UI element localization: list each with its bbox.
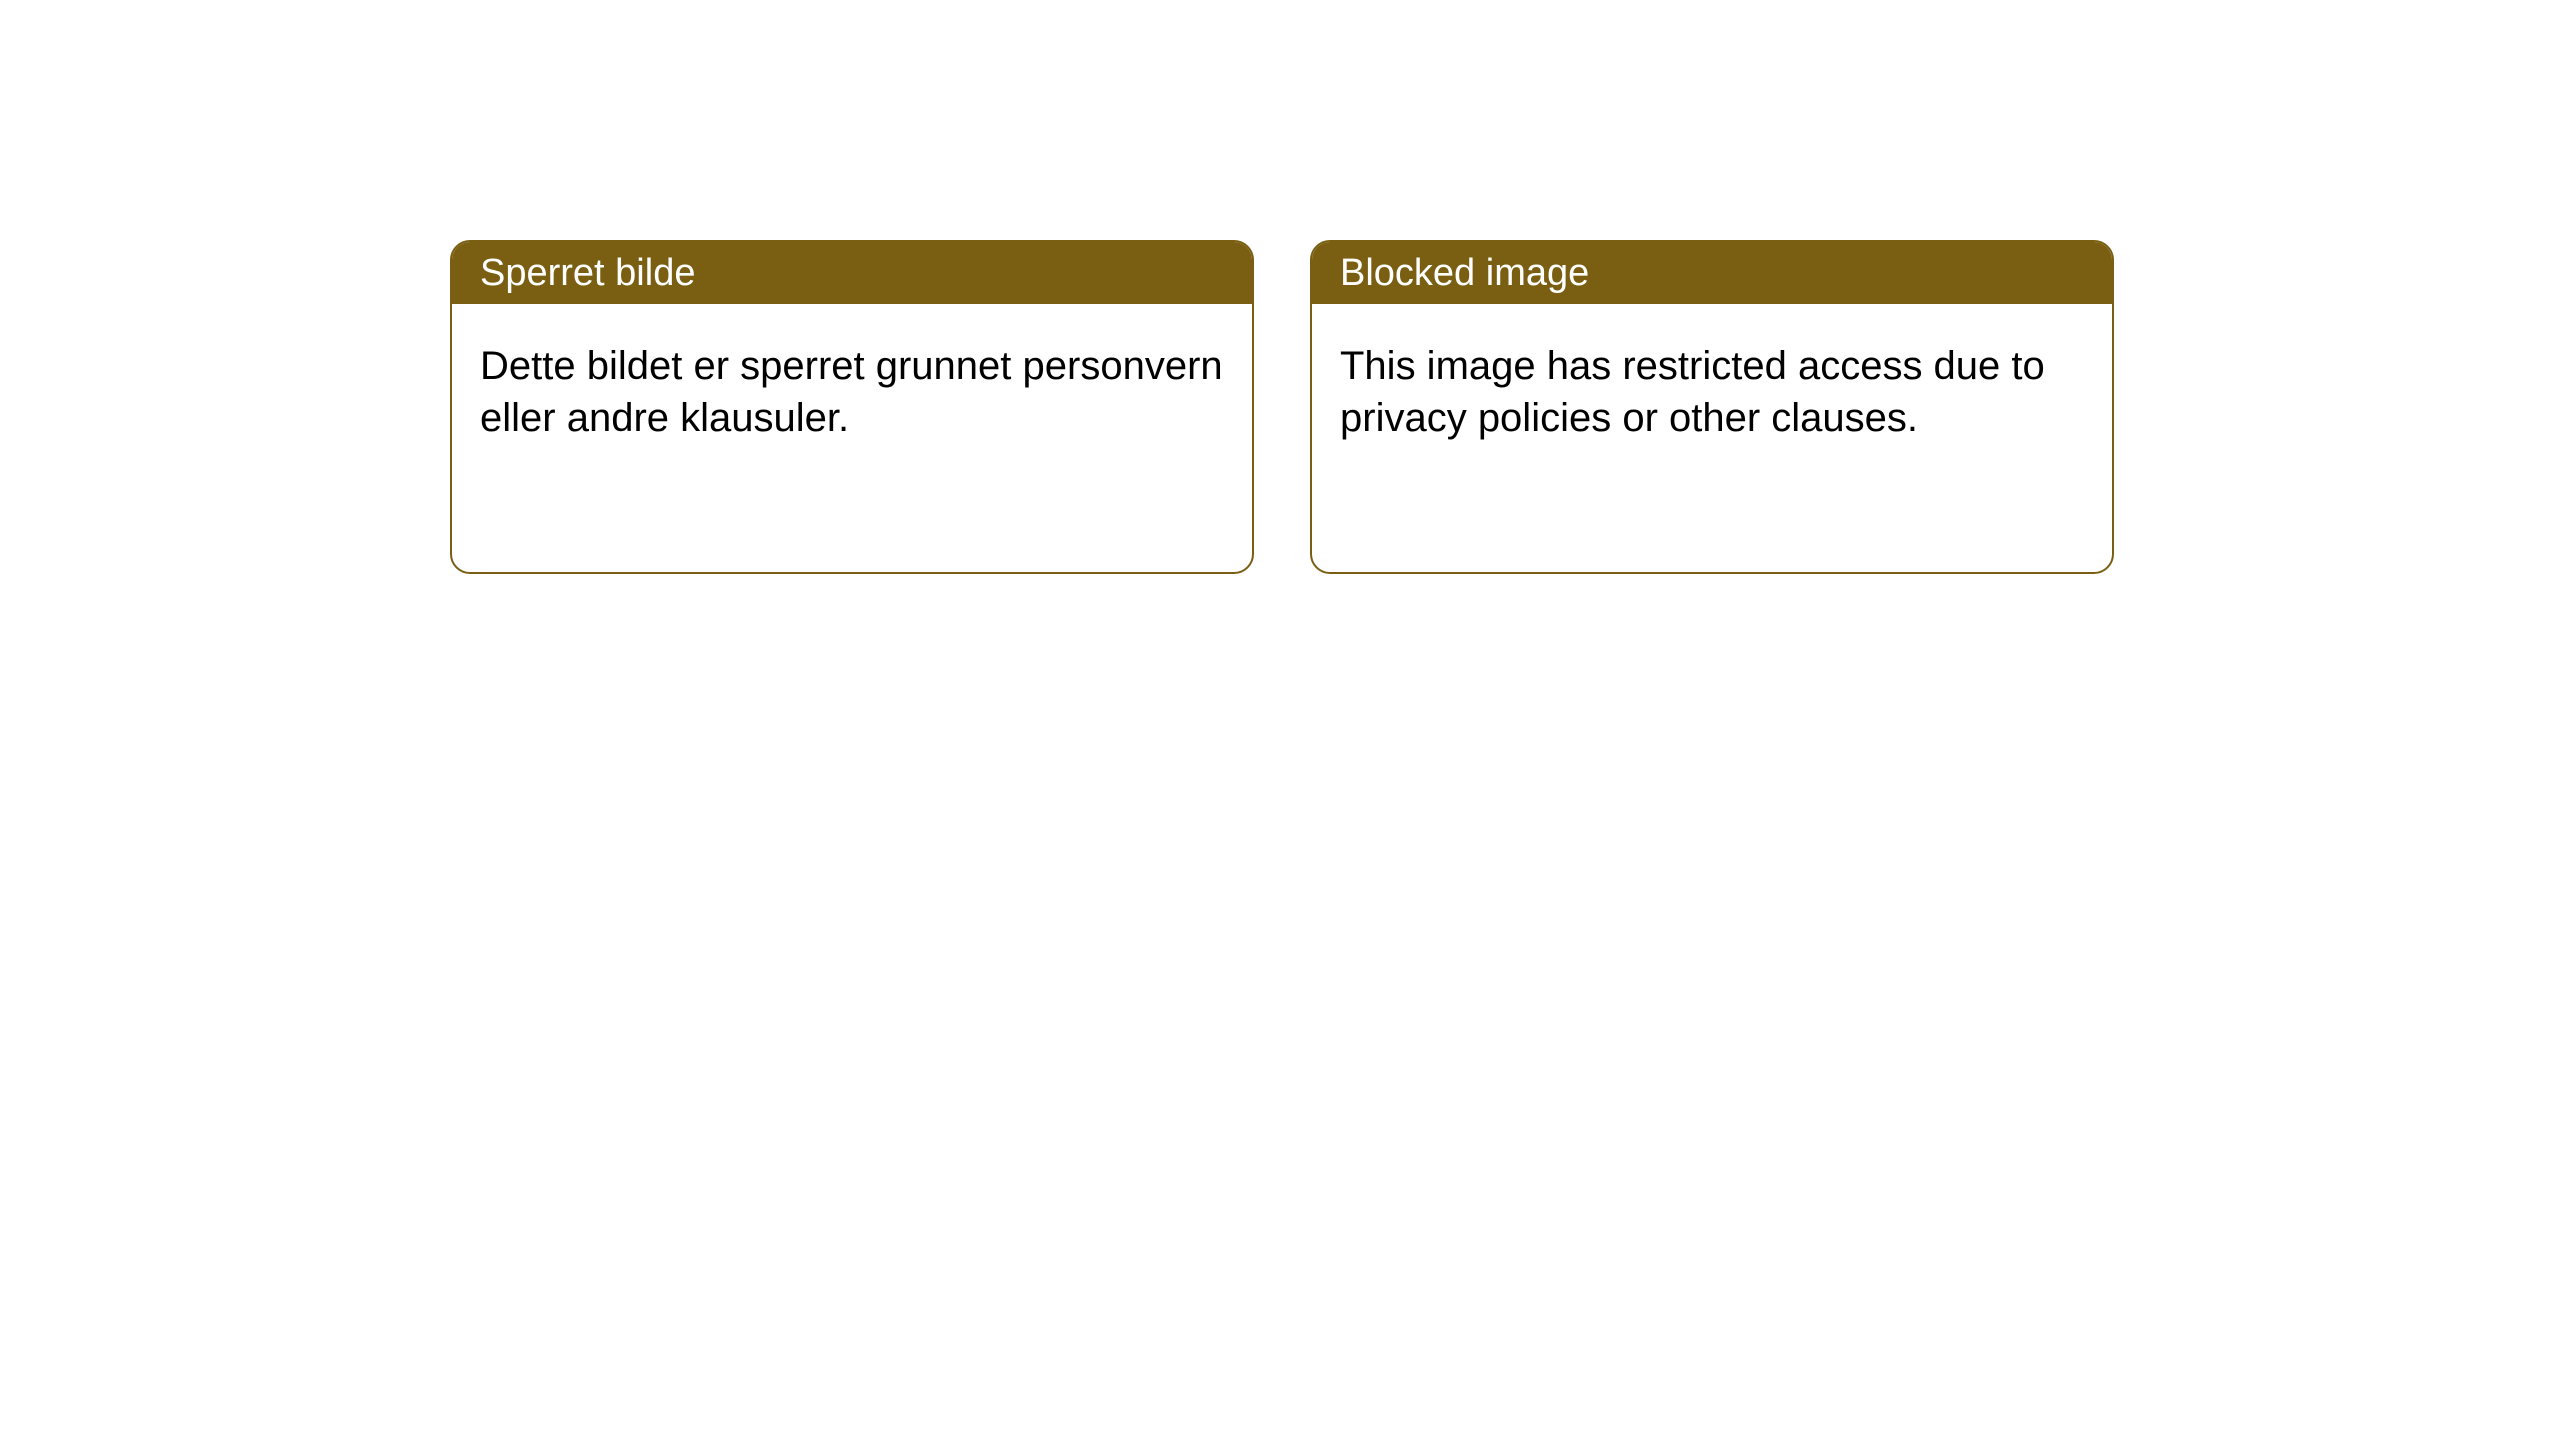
notice-header: Blocked image <box>1312 242 2112 304</box>
notice-title: Blocked image <box>1340 252 1589 295</box>
notice-body: Dette bildet er sperret grunnet personve… <box>452 304 1252 480</box>
notice-body: This image has restricted access due to … <box>1312 304 2112 480</box>
notice-title: Sperret bilde <box>480 252 695 295</box>
notice-body-text: This image has restricted access due to … <box>1340 344 2045 440</box>
notice-header: Sperret bilde <box>452 242 1252 304</box>
notice-card-english: Blocked image This image has restricted … <box>1310 240 2114 574</box>
notice-card-norwegian: Sperret bilde Dette bildet er sperret gr… <box>450 240 1254 574</box>
notice-body-text: Dette bildet er sperret grunnet personve… <box>480 344 1223 440</box>
notice-container: Sperret bilde Dette bildet er sperret gr… <box>0 0 2560 574</box>
